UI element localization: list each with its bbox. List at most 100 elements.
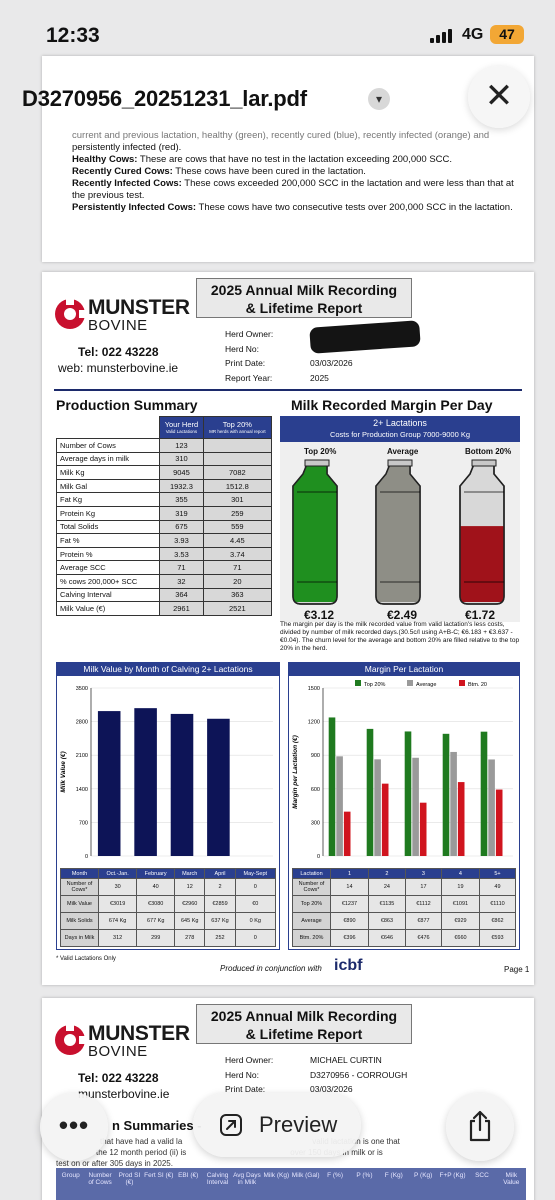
summary-table-header: Group Number of Cows Prod SI (€) Fert SI (€… <box>56 1168 526 1200</box>
bar <box>328 717 336 856</box>
y-tick-label: 2100 <box>76 753 88 759</box>
churn-graphic <box>292 459 505 605</box>
churn-value: €3.12 <box>304 608 335 622</box>
herd-value: 675 <box>159 519 204 535</box>
cell-value: 252 <box>204 929 236 947</box>
margin-churns: Top 20% Average Bottom 20% €3.12 €2.49 €… <box>280 442 520 622</box>
preview-label: Preview <box>259 1112 338 1137</box>
cell-value: €1135 <box>367 895 406 913</box>
col-your-herd: Your Herd Valid Lactations <box>159 416 204 439</box>
chart-title: Margin Per Lactation <box>289 663 519 676</box>
column-header: SCC <box>475 1172 489 1179</box>
bar <box>381 783 389 856</box>
report-title-line: & Lifetime Report <box>245 300 363 316</box>
cell-value: €660 <box>440 929 480 947</box>
row-label: Milk Gal <box>55 478 161 494</box>
churn-label: Bottom 20% <box>465 447 512 456</box>
cell-value: 312 <box>97 929 138 947</box>
table-row: Days in Milk 312 299 278 252 0 <box>60 929 277 947</box>
cell-value: €646 <box>367 929 406 947</box>
legend-label: Btm. 20 <box>468 682 487 688</box>
cell-value: 637 Kg <box>204 912 236 930</box>
col-top20: Top 20% MR herds with annual report <box>202 416 273 439</box>
herd-value: 9045 <box>159 465 204 480</box>
herd-value: 32 <box>159 573 204 589</box>
print-date: 03/03/2026 <box>310 1084 353 1094</box>
report-title-line: 2025 Annual Milk Recording <box>210 1008 398 1024</box>
summary-text-line: that have had a valid la <box>100 1137 183 1146</box>
table-row: Protein % 3.53 3.74 <box>55 546 273 562</box>
top20-value: 20 <box>202 573 273 589</box>
cell-value: 19 <box>440 878 480 896</box>
row-label: Milk Value (€) <box>55 601 161 616</box>
column-header: F (%) <box>327 1172 343 1179</box>
chart-title: Milk Value by Month of Calving 2+ Lactat… <box>57 663 279 676</box>
y-tick-label: 2800 <box>76 720 88 726</box>
preview-button[interactable]: Preview <box>193 1093 361 1157</box>
cell-value: 17 <box>404 878 442 896</box>
table-row: Milk Solids 674 Kg 677 Kg 645 Kg 637 Kg 0 Kg <box>60 912 277 930</box>
file-name[interactable]: D3270956_20251231_lar.pdf <box>22 86 307 111</box>
bar <box>134 708 157 856</box>
bar <box>419 802 427 856</box>
y-tick-label: 300 <box>311 820 320 826</box>
y-tick-label: 600 <box>311 787 320 793</box>
close-button[interactable]: ✕ <box>468 66 530 128</box>
churn-fill <box>460 526 504 602</box>
top20-value: 363 <box>202 587 273 603</box>
category-label: 1 <box>330 868 369 879</box>
website: munsterbovine.ie <box>78 1087 170 1101</box>
category-label: March <box>174 868 206 879</box>
report-year: 2025 <box>310 372 329 383</box>
y-tick-label: 1400 <box>76 787 88 793</box>
cell-value: €1110 <box>478 895 517 913</box>
cell-value: €863 <box>367 912 406 930</box>
table-row: Top 20% €1237 €1135 €1112 €1091 €1110 <box>292 895 517 913</box>
column-header: Fert SI (€) <box>144 1172 174 1179</box>
table-row: Number of Cows* 14 24 17 19 49 <box>292 878 517 896</box>
column-header: F (Kg) <box>384 1172 403 1179</box>
more-button[interactable]: ••• <box>40 1093 108 1161</box>
def-text: These cows have been cured in the lactat… <box>172 166 366 177</box>
icbf-logo: icbf <box>334 957 363 974</box>
cell-value: €476 <box>404 929 442 947</box>
category-label: 3 <box>404 868 442 879</box>
row-label: Average <box>292 912 331 930</box>
cell-value: €3019 <box>97 895 138 913</box>
cell-value: 30 <box>97 878 138 896</box>
herd-value: 3.53 <box>159 546 204 562</box>
bar <box>412 757 419 856</box>
milk-churn <box>459 459 505 605</box>
margin-per-day-title: Milk Recorded Margin Per Day <box>291 397 493 413</box>
chevron-down-icon[interactable]: ▾ <box>368 88 390 110</box>
cell-value: 14 <box>330 878 369 896</box>
herd-info-labels: Herd Owner: Herd No: Print Date: <box>225 1053 273 1097</box>
summary-text-line: test on or after 305 days in 2025. <box>56 1159 173 1168</box>
table-row: Protein Kg 319 259 <box>55 505 273 521</box>
herd-value: 2961 <box>159 601 204 616</box>
herd-value: 355 <box>159 492 204 507</box>
lactations-label: 2+ Lactations <box>373 418 427 428</box>
cell-value: €1237 <box>330 895 369 913</box>
milk-churn <box>292 459 338 605</box>
share-button[interactable] <box>446 1093 514 1161</box>
table-header: Lactation <box>292 868 331 879</box>
cell-value: €2859 <box>204 895 236 913</box>
open-external-icon <box>220 1114 242 1136</box>
y-tick-label: 700 <box>79 820 88 826</box>
column-header: P (%) <box>356 1172 373 1179</box>
herd-info-values: 03/03/2026 2025 <box>310 327 353 385</box>
def-term: Healthy Cows: <box>72 154 138 165</box>
summary-text-line: the 12 month period (ii) is <box>96 1148 187 1157</box>
row-label: Average days in milk <box>55 451 161 467</box>
bar <box>336 756 343 856</box>
report-title-line: & Lifetime Report <box>245 1026 363 1042</box>
legend-label: Average <box>416 682 436 688</box>
category-label: May-Sept <box>234 868 277 879</box>
cell-value: €0 <box>234 895 277 913</box>
herd-value: 123 <box>159 438 204 453</box>
bar <box>343 811 351 856</box>
column-header: EBI (€) <box>178 1172 199 1179</box>
top20-value: 2521 <box>202 601 273 616</box>
close-icon: ✕ <box>484 77 514 115</box>
